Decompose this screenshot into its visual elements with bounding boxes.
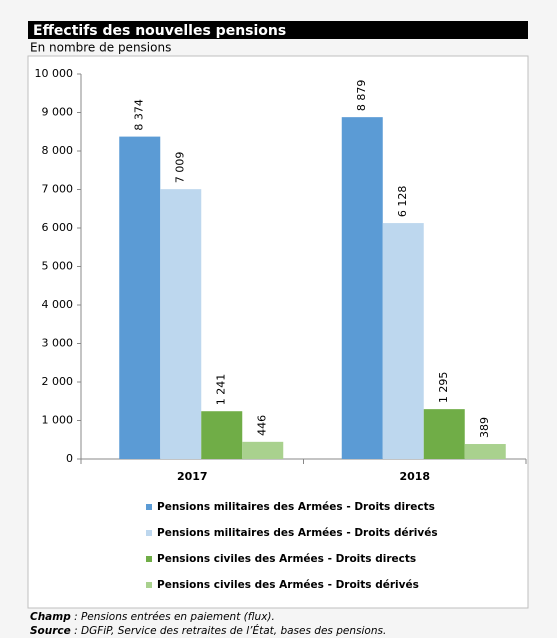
- y-tick-label: 3 000: [42, 337, 74, 350]
- legend-label: Pensions civiles des Armées - Droits dér…: [157, 579, 419, 591]
- note-label: Source: [30, 625, 71, 637]
- value-label: 1 241: [215, 374, 228, 406]
- bar: [160, 189, 202, 459]
- y-tick-label: 2 000: [42, 375, 74, 388]
- chart-frame: [27, 55, 529, 609]
- bar: [464, 444, 506, 459]
- y-tick-label: 8 000: [42, 144, 74, 157]
- bar: [423, 409, 465, 459]
- y-tick-label: 4 000: [42, 298, 74, 311]
- note: Champ : Pensions entrées en paiement (fl…: [30, 611, 275, 623]
- value-label: 389: [478, 417, 491, 438]
- y-tick-label: 7 000: [42, 183, 74, 196]
- note-label: Champ: [30, 611, 71, 623]
- bar: [341, 117, 383, 459]
- note-text: : DGFiP, Service des retraites de l’État…: [71, 624, 387, 637]
- legend-label: Pensions militaires des Armées - Droits …: [157, 501, 435, 513]
- bar: [201, 411, 243, 459]
- legend-label: Pensions militaires des Armées - Droits …: [157, 527, 438, 539]
- bar: [382, 223, 424, 459]
- legend-label: Pensions civiles des Armées - Droits dir…: [157, 553, 416, 565]
- note: Source : DGFiP, Service des retraites de…: [30, 624, 386, 637]
- chart-title: Effectifs des nouvelles pensions: [33, 23, 286, 39]
- note-text: : Pensions entrées en paiement (flux).: [71, 611, 275, 623]
- value-label: 8 879: [355, 80, 368, 112]
- legend-swatch: [146, 530, 152, 536]
- x-tick-label: 2017: [177, 470, 208, 483]
- value-label: 446: [256, 415, 269, 436]
- subtitle: En nombre de pensions: [30, 41, 171, 55]
- x-tick-label: 2018: [399, 470, 430, 483]
- title-bar: [28, 21, 528, 39]
- y-tick-label: 5 000: [42, 260, 74, 273]
- bar: [242, 441, 284, 459]
- y-tick-label: 0: [66, 452, 73, 465]
- bar: [119, 136, 161, 459]
- value-label: 6 128: [396, 186, 409, 218]
- legend-swatch: [146, 504, 152, 510]
- y-tick-label: 10 000: [35, 67, 74, 80]
- y-tick-label: 1 000: [42, 414, 74, 427]
- y-tick-label: 6 000: [42, 221, 74, 234]
- legend-swatch: [146, 556, 152, 562]
- value-label: 8 374: [133, 99, 146, 131]
- value-label: 1 295: [437, 372, 450, 404]
- legend-swatch: [146, 582, 152, 588]
- y-tick-label: 9 000: [42, 106, 74, 119]
- value-label: 7 009: [174, 152, 187, 184]
